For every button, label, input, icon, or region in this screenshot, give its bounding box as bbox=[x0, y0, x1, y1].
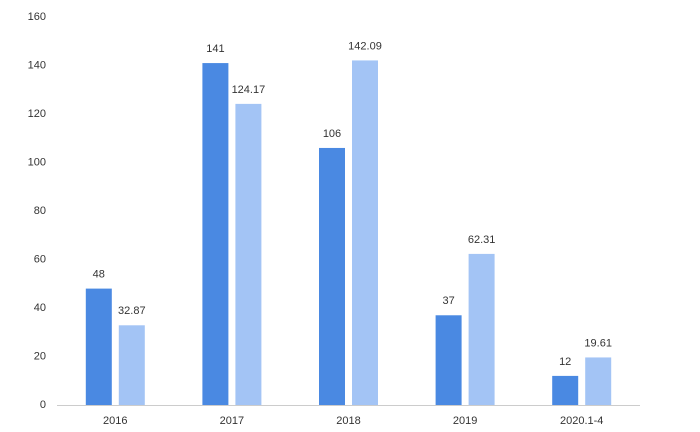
y-tick-label: 160 bbox=[28, 11, 46, 23]
y-tick-label: 0 bbox=[40, 399, 46, 411]
x-tick-label: 2018 bbox=[336, 415, 360, 427]
x-tick-label: 2017 bbox=[220, 415, 244, 427]
bar bbox=[85, 288, 112, 405]
bar bbox=[552, 375, 579, 405]
value-label: 124.17 bbox=[232, 84, 266, 96]
bar bbox=[435, 315, 462, 405]
bar bbox=[468, 253, 495, 405]
y-tick-label: 100 bbox=[28, 156, 46, 168]
value-label: 32.87 bbox=[118, 305, 146, 317]
value-label: 48 bbox=[93, 269, 105, 281]
y-tick-label: 60 bbox=[34, 253, 46, 265]
bar bbox=[585, 357, 612, 405]
value-label: 141 bbox=[206, 43, 224, 55]
bar bbox=[319, 147, 345, 405]
y-tick-label: 140 bbox=[28, 59, 46, 71]
x-tick-label: 2019 bbox=[453, 415, 477, 427]
value-label: 142.09 bbox=[348, 40, 382, 52]
value-label: 106 bbox=[323, 128, 341, 140]
y-tick-label: 120 bbox=[28, 108, 46, 120]
value-label: 12 bbox=[559, 356, 571, 368]
y-tick-label: 20 bbox=[34, 350, 46, 362]
bar bbox=[352, 60, 378, 405]
x-tick-label: 2016 bbox=[103, 415, 127, 427]
bar bbox=[202, 63, 229, 405]
value-label: 19.61 bbox=[584, 337, 612, 349]
y-tick-label: 80 bbox=[34, 205, 46, 217]
x-tick-label: 2020.1-4 bbox=[560, 415, 603, 427]
value-label: 37 bbox=[442, 295, 454, 307]
bar bbox=[118, 325, 145, 405]
y-tick-label: 40 bbox=[34, 302, 46, 314]
bar bbox=[235, 103, 262, 405]
value-label: 62.31 bbox=[468, 234, 496, 246]
